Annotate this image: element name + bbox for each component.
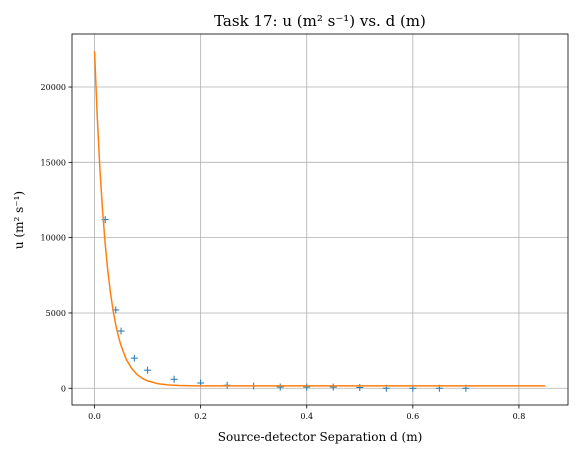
x-tick-label: 0.4 bbox=[300, 412, 313, 421]
chart-title: Task 17: u (m² s⁻¹) vs. d (m) bbox=[214, 12, 426, 30]
data-point bbox=[171, 376, 178, 383]
y-tick-label: 5000 bbox=[46, 309, 66, 318]
grid-layer bbox=[72, 34, 568, 405]
data-point bbox=[144, 367, 151, 374]
y-axis-label: u (m² s⁻¹) bbox=[12, 191, 26, 249]
x-axis-label: Source-detector Separation d (m) bbox=[218, 430, 423, 444]
data-point bbox=[277, 384, 284, 391]
y-tick-label: 15000 bbox=[41, 158, 66, 167]
data-point bbox=[118, 328, 125, 335]
plot-frame bbox=[72, 34, 568, 405]
y-tick-label: 0 bbox=[61, 384, 66, 393]
fit-curve bbox=[95, 51, 546, 386]
data-point bbox=[330, 384, 337, 391]
y-tick-label: 10000 bbox=[41, 234, 66, 243]
x-tick-label: 0.6 bbox=[406, 412, 419, 421]
x-tick-label: 0.2 bbox=[194, 412, 207, 421]
x-tick-label: 0.0 bbox=[88, 412, 101, 421]
data-point bbox=[131, 355, 138, 362]
y-tick-label: 20000 bbox=[41, 83, 66, 92]
data-point bbox=[356, 384, 363, 391]
data-point bbox=[303, 384, 310, 391]
series-layer bbox=[95, 51, 546, 391]
tick-layer: 0.0 0.2 0.4 0.6 0.8 0 5000 10000 15000 20000 bbox=[41, 83, 526, 421]
x-tick-label: 0.8 bbox=[513, 412, 526, 421]
